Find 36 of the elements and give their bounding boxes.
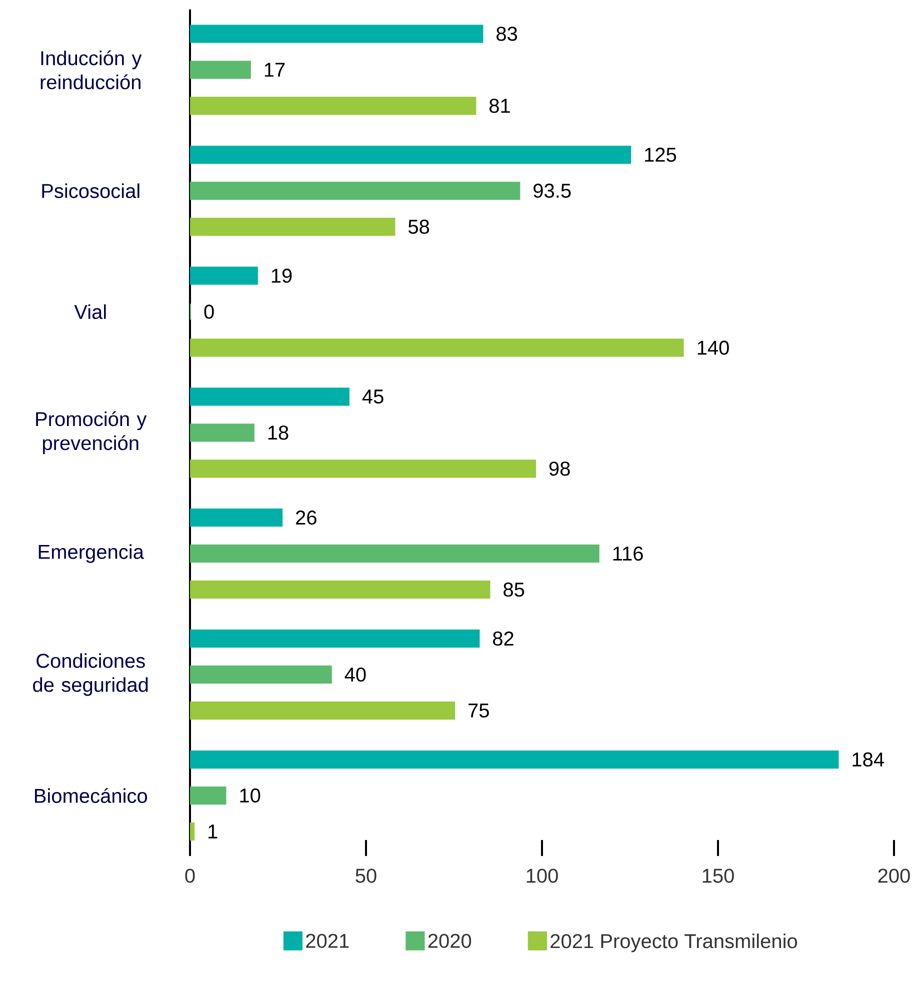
data-label: 140 [698, 340, 729, 355]
data-label: 98 [549, 462, 570, 476]
data-label: 17 [264, 62, 285, 77]
data-label: 82 [493, 631, 514, 646]
legend-label: 2021 [306, 934, 349, 948]
data-label: 45 [362, 390, 384, 404]
data-label: 125 [645, 148, 676, 162]
data-label: 26 [296, 510, 316, 525]
legend-label: 2020 [428, 934, 472, 948]
y-tick-label: Biomecánico [35, 788, 148, 803]
y-tick-label: Promoción y prevención [36, 411, 147, 454]
data-label: 81 [490, 98, 510, 113]
data-label: 85 [504, 582, 524, 597]
x-tick-label: 150 [702, 868, 734, 883]
y-tick-label: Condiciones de seguridad [33, 653, 148, 696]
x-tick-label: 50 [356, 868, 376, 883]
x-tick-label: 0 [185, 868, 195, 883]
data-label: 10 [240, 788, 260, 803]
x-tick-label: 200 [878, 868, 910, 883]
legend-label: 2021 Proyecto Transmilenio [550, 934, 798, 952]
data-label: 83 [496, 26, 518, 41]
data-label: 93.5 [534, 184, 571, 198]
data-label: 0 [204, 304, 214, 319]
y-tick-label: Vial [74, 304, 106, 320]
data-label: 75 [468, 704, 489, 718]
data-label: 116 [613, 546, 643, 561]
y-tick-label: Psicosocial [42, 183, 140, 198]
y-tick-label: Inducción y reinducción [40, 50, 142, 90]
x-tick-label: 100 [526, 868, 558, 883]
data-label: 58 [408, 220, 430, 234]
data-label: 19 [272, 268, 292, 283]
y-tick-label: Emergencia [38, 544, 144, 563]
data-label: 18 [268, 426, 288, 440]
data-label: 184 [852, 752, 884, 767]
data-label: 1 [208, 824, 218, 838]
data-label: 40 [344, 667, 366, 682]
